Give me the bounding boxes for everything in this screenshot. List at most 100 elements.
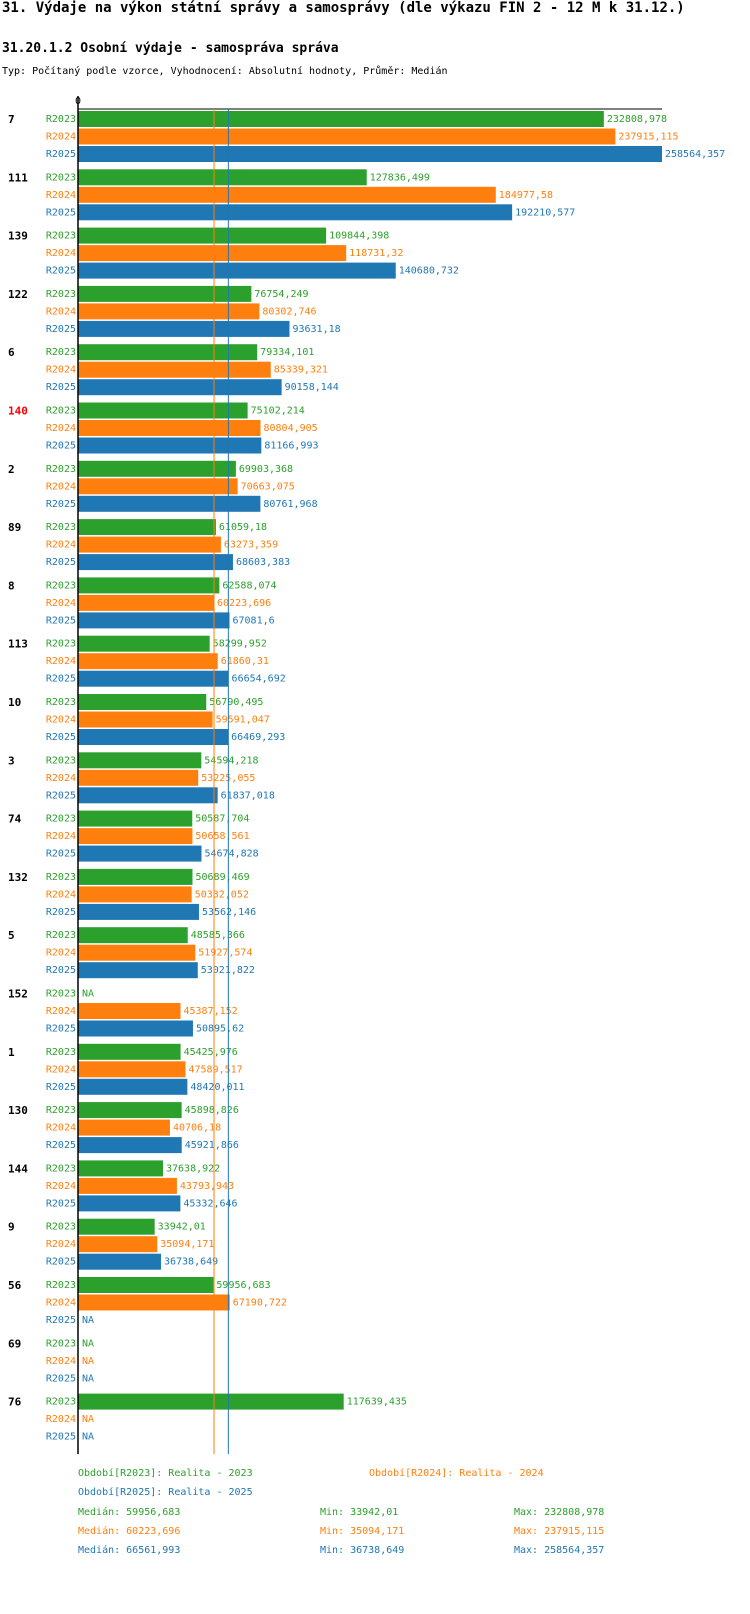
- value-label: 45387,152: [184, 1006, 238, 1017]
- bar-r2023-5: [78, 927, 188, 944]
- group-label-111: 111: [8, 171, 28, 184]
- bar-r2023-130: [78, 1102, 182, 1119]
- series-label-r2024: R2024: [46, 773, 76, 784]
- value-label: 80302,746: [262, 306, 316, 317]
- bar-r2025-7: [78, 146, 662, 162]
- series-label-r2024: R2024: [46, 1123, 76, 1134]
- series-label-r2024: R2024: [46, 1414, 76, 1425]
- group-label-2: 2: [8, 463, 15, 476]
- bar-r2024-140: [78, 420, 261, 436]
- value-label: 127836,499: [370, 172, 430, 183]
- series-label-r2025: R2025: [46, 1373, 76, 1384]
- bar-r2025-140: [78, 437, 262, 454]
- value-label: 192210,577: [515, 207, 575, 218]
- series-label-r2023: R2023: [46, 289, 76, 300]
- value-label: 40706,18: [173, 1123, 221, 1134]
- bar-r2023-56: [78, 1277, 214, 1293]
- series-label-r2024: R2024: [46, 540, 76, 551]
- series-label-r2025: R2025: [46, 557, 76, 568]
- series-label-r2025: R2025: [46, 441, 76, 452]
- series-label-r2023: R2023: [46, 231, 76, 242]
- series-label-r2024: R2024: [46, 365, 76, 376]
- value-label: 59956,683: [216, 1280, 270, 1291]
- bar-r2023-3: [78, 752, 202, 769]
- value-label-na: NA: [82, 1315, 94, 1326]
- chart-type-description: Typ: Počítaný podle vzorce, Vyhodnocení:…: [2, 66, 448, 77]
- value-label: 50895,62: [196, 1024, 244, 1035]
- series-label-r2025: R2025: [46, 674, 76, 685]
- group-label-74: 74: [8, 813, 22, 826]
- value-label: 76754,249: [254, 289, 308, 300]
- series-label-r2023: R2023: [46, 522, 76, 533]
- bar-r2023-10: [78, 694, 207, 710]
- value-label: 90158,144: [285, 382, 339, 393]
- bar-r2023-111: [78, 169, 367, 186]
- bar-r2025-139: [78, 262, 396, 279]
- series-label-r2023: R2023: [46, 580, 76, 591]
- value-label: 53562,146: [202, 907, 256, 918]
- value-label: 45921,866: [185, 1140, 239, 1151]
- group-label-6: 6: [8, 346, 15, 359]
- series-label-r2024: R2024: [46, 1064, 76, 1075]
- bar-r2025-1: [78, 1078, 188, 1095]
- series-label-r2023: R2023: [46, 930, 76, 941]
- series-label-r2023: R2023: [46, 1280, 76, 1291]
- value-label: 117639,435: [347, 1397, 407, 1408]
- section-title: 31.20.1.2 Osobní výdaje - samospráva spr…: [2, 41, 339, 56]
- value-label: 237915,115: [618, 132, 678, 143]
- series-label-r2023: R2023: [46, 755, 76, 766]
- series-label-r2024: R2024: [46, 1356, 76, 1367]
- bar-r2024-5: [78, 944, 196, 961]
- series-label-r2024: R2024: [46, 132, 76, 143]
- series-label-r2024: R2024: [46, 656, 76, 667]
- value-label: 140680,732: [399, 266, 459, 277]
- series-label-r2023: R2023: [46, 989, 76, 1000]
- bar-r2025-10: [78, 729, 229, 745]
- value-label: 54674,828: [204, 849, 258, 860]
- bar-r2024-144: [78, 1177, 177, 1194]
- bar-r2023-74: [78, 810, 193, 827]
- group-label-130: 130: [8, 1104, 28, 1117]
- series-label-r2024: R2024: [46, 1239, 76, 1250]
- group-label-152: 152: [8, 988, 28, 1001]
- value-label: 67190,722: [233, 1298, 287, 1309]
- value-label: 118731,32: [349, 248, 403, 259]
- value-label: 67081,6: [233, 615, 275, 626]
- bar-r2024-152: [78, 1003, 181, 1019]
- series-label-r2024: R2024: [46, 948, 76, 959]
- bar-r2025-5: [78, 962, 198, 979]
- value-label: 50332,052: [195, 889, 249, 900]
- series-label-r2025: R2025: [46, 1140, 76, 1151]
- value-label-na: NA: [82, 1356, 94, 1367]
- series-label-r2024: R2024: [46, 1181, 76, 1192]
- bar-r2023-8: [78, 577, 220, 594]
- series-label-r2023: R2023: [46, 1047, 76, 1058]
- value-label: 48420,011: [190, 1082, 244, 1093]
- series-label-r2023: R2023: [46, 406, 76, 417]
- series-label-r2025: R2025: [46, 324, 76, 335]
- value-label-na: NA: [82, 1373, 94, 1384]
- bar-r2023-144: [78, 1160, 164, 1177]
- series-label-r2023: R2023: [46, 814, 76, 825]
- bar-r2025-132: [78, 903, 199, 920]
- series-label-r2023: R2023: [46, 872, 76, 883]
- value-label: 51927,574: [198, 948, 252, 959]
- series-label-r2025: R2025: [46, 149, 76, 160]
- series-label-r2025: R2025: [46, 1432, 76, 1443]
- series-label-r2024: R2024: [46, 1006, 76, 1017]
- value-label: 258564,357: [665, 149, 725, 160]
- bar-r2024-1: [78, 1061, 186, 1078]
- bar-r2024-9: [78, 1236, 158, 1253]
- value-label: 50587,704: [195, 814, 249, 825]
- series-label-r2024: R2024: [46, 715, 76, 726]
- bar-r2023-2: [78, 460, 236, 477]
- value-label: 93631,18: [292, 324, 340, 335]
- bar-r2023-122: [78, 285, 252, 302]
- group-label-3: 3: [8, 754, 15, 767]
- series-label-r2025: R2025: [46, 382, 76, 393]
- series-label-r2024: R2024: [46, 248, 76, 259]
- value-label: 45898,826: [185, 1105, 239, 1116]
- group-label-122: 122: [8, 288, 28, 301]
- bar-r2023-140: [78, 402, 248, 419]
- bar-r2024-8: [78, 594, 215, 611]
